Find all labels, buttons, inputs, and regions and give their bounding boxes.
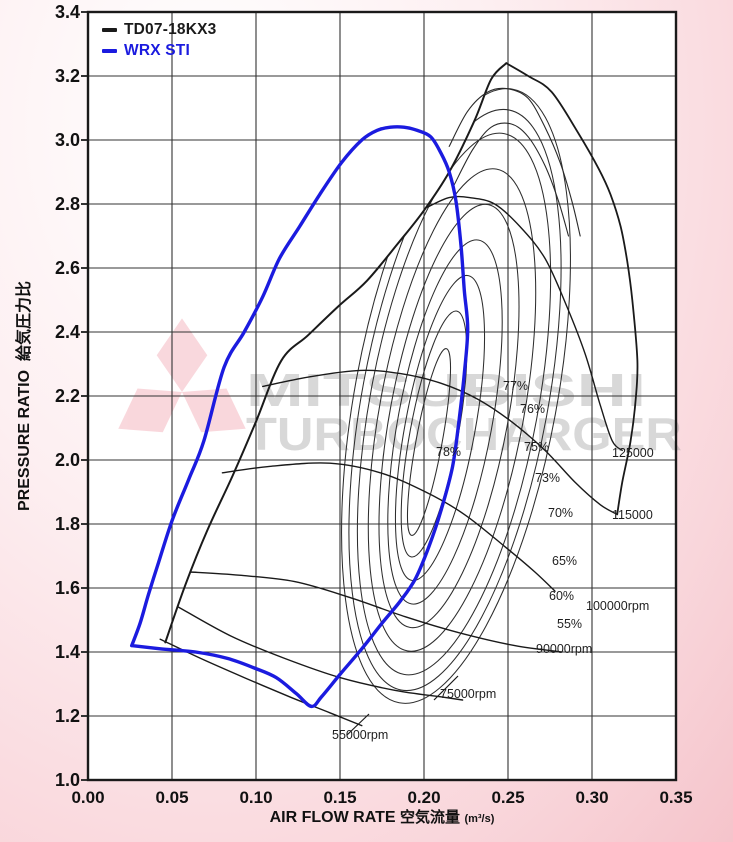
curve-efficiency-contour-top-b	[453, 122, 570, 237]
efficiency-label-55: 55%	[557, 617, 582, 631]
efficiency-label-75: 75%	[524, 440, 549, 454]
curve-speed-75000rpm	[178, 606, 464, 701]
x-tick-label-0.20: 0.20	[407, 788, 441, 807]
y-tick-label-2.6: 2.6	[54, 258, 80, 278]
curve-speed-125000rpm	[426, 195, 623, 452]
legend: TD07-18KX3 WRX STI	[102, 19, 216, 61]
rpm-label-55000rpm: 55000rpm	[332, 728, 388, 742]
rpm-label-90000rpm: 90000rpm	[536, 642, 592, 656]
x-axis-title-jp: 空気流量	[399, 809, 460, 826]
efficiency-label-65: 65%	[552, 554, 577, 568]
y-tick-label-2.0: 2.0	[54, 450, 80, 470]
y-tick-label-2.4: 2.4	[54, 322, 80, 342]
speed-line-tick-1	[433, 675, 459, 701]
watermark-line1: MITSUBISHI	[246, 364, 646, 416]
efficiency-label-78: 78%	[436, 445, 461, 459]
speed-line-tick-0	[346, 713, 370, 736]
y-tick-label-1.8: 1.8	[54, 514, 80, 534]
y-tick-label-2.2: 2.2	[54, 386, 80, 406]
rpm-label-75000rpm: 75000rpm	[440, 687, 496, 701]
x-tick-label-0.30: 0.30	[575, 788, 609, 807]
y-axis-title: PRESSURE RATIO 給気圧力比	[16, 281, 33, 511]
x-tick-label-0.15: 0.15	[323, 788, 357, 807]
x-tick-label-0.25: 0.25	[491, 788, 525, 807]
efficiency-islands	[341, 88, 571, 704]
x-tick-label-0.05: 0.05	[155, 788, 189, 807]
y-tick-label-3.4: 3.4	[54, 2, 80, 22]
rpm-label-115000: 115000	[612, 508, 653, 522]
curve-speed-115000rpm	[262, 369, 618, 516]
x-tick-label-0.35: 0.35	[659, 788, 693, 807]
curve-speed-55000rpm	[159, 638, 363, 727]
efficiency-label-73: 73%	[535, 471, 560, 485]
efficiency-label-70: 70%	[548, 506, 573, 520]
x-tick-label-0.10: 0.10	[239, 788, 273, 807]
rpm-label-100000rpm: 100000rpm	[586, 599, 649, 613]
efficiency-island-73	[378, 203, 520, 629]
y-tick-label-2.8: 2.8	[54, 194, 80, 214]
efficiency-label-60: 60%	[549, 589, 574, 603]
efficiency-label-76: 76%	[520, 402, 545, 416]
y-tick-label-3.2: 3.2	[54, 66, 80, 86]
legend-label-td07: TD07-18KX3	[124, 20, 217, 38]
legend-item-wrx: WRX STI	[102, 40, 216, 61]
y-tick-label-1.0: 1.0	[54, 770, 80, 790]
y-tick-label-1.6: 1.6	[54, 578, 80, 598]
x-axis-title-en: AIR FLOW RATE	[269, 809, 396, 826]
efficiency-island-55	[341, 88, 571, 704]
rpm-label-125000: 125000	[612, 446, 654, 460]
curve-efficiency-contour-top-a	[448, 87, 581, 237]
legend-item-td07: TD07-18KX3	[102, 19, 216, 40]
y-tick-label-1.2: 1.2	[54, 706, 80, 726]
curve-speed-100000rpm	[221, 462, 556, 592]
efficiency-island-60	[348, 108, 562, 692]
curve-choke-boundary	[505, 62, 639, 516]
x-tick-label-0.00: 0.00	[71, 788, 105, 807]
curve-surge-line	[164, 62, 508, 644]
efficiency-label-77: 77%	[503, 379, 528, 393]
efficiency-island-76	[394, 274, 486, 582]
efficiency-island-70	[367, 168, 537, 652]
x-axis-title: AIR FLOW RATE 空気流量 (m³/s)	[88, 806, 676, 827]
mitsubishi-logo-icon	[118, 318, 246, 433]
plot-frame	[86, 10, 678, 782]
y-tick-label-1.4: 1.4	[54, 642, 80, 662]
efficiency-island-78	[406, 348, 452, 536]
legend-dash-blue	[102, 48, 117, 53]
curve-speed-90000rpm	[189, 571, 563, 653]
legend-dash-black	[102, 27, 117, 32]
curve-wrx-sti-envelope	[130, 125, 470, 709]
efficiency-island-75	[387, 239, 503, 605]
legend-label-wrx: WRX STI	[124, 41, 190, 59]
efficiency-island-65	[356, 132, 552, 676]
x-axis-unit: (m³/s)	[464, 813, 495, 825]
y-tick-label-3.0: 3.0	[54, 130, 80, 150]
